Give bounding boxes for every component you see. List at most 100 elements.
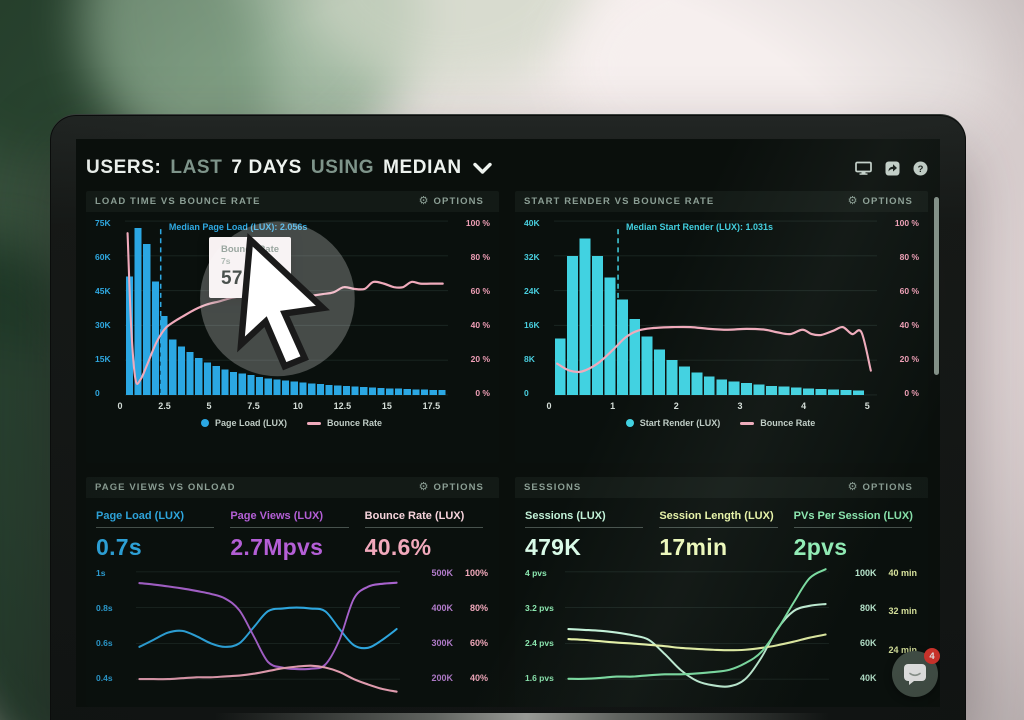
metric: PVs Per Session (LUX) 2pvs bbox=[793, 510, 913, 561]
y-axis-left: 4 pvs 3.2 pvs 2.4 pvs 1.6 pvs bbox=[519, 567, 565, 707]
y-axis-right: 100 % 80 % 60 % 40 % 20 % 0 % bbox=[877, 217, 922, 399]
metrics-row: Sessions (LUX) 479K Session Length (LUX) 17… bbox=[519, 503, 922, 564]
x-axis-tick: 1 bbox=[610, 401, 616, 411]
x-axis-tick: 10 bbox=[292, 401, 303, 411]
options-button[interactable]: ⚙ OPTIONS bbox=[842, 481, 919, 494]
metric: Bounce Rate (LUX) 40.6% bbox=[364, 510, 483, 561]
help-icon[interactable]: ? bbox=[913, 161, 928, 176]
y-axis-label: 0 % bbox=[475, 388, 490, 398]
x-axis-tick: 5 bbox=[206, 401, 212, 411]
metric-value: 17min bbox=[659, 534, 728, 560]
svg-text:?: ? bbox=[918, 164, 924, 175]
legend-label: Bounce Rate bbox=[327, 418, 383, 428]
legend-item: Bounce Rate bbox=[740, 418, 815, 428]
start-render-chart: 40K 32K 24K 16K 8K 0 Median Start Render (LUX)… bbox=[515, 212, 928, 463]
bar bbox=[778, 386, 790, 395]
series-line bbox=[138, 606, 398, 650]
bar bbox=[604, 277, 616, 395]
bar bbox=[678, 366, 690, 395]
x-axis: 0 2.5 5 7.5 10 12.5 15 17.5 bbox=[117, 401, 451, 414]
metric-label: Session Length (LUX) bbox=[659, 510, 778, 528]
bar bbox=[177, 346, 186, 395]
chat-widget-button[interactable]: 4 bbox=[892, 648, 940, 697]
y-axis-label: 0 % bbox=[904, 388, 919, 398]
bar bbox=[160, 316, 168, 395]
panel-header: START RENDER VS BOUNCE RATE ⚙ OPTIONS bbox=[515, 191, 928, 212]
title-segment: LAST bbox=[170, 157, 223, 178]
bar bbox=[264, 378, 272, 395]
y-axis-label: 20 % bbox=[899, 354, 919, 364]
bar bbox=[299, 382, 307, 395]
bar bbox=[412, 389, 420, 395]
plot-area: Median Page Load (LUX): 2.056sBounce Rat… bbox=[125, 217, 448, 399]
dashboard-topbar: USERS: LAST 7 DAYS USING MEDIAN ? bbox=[86, 151, 928, 185]
bar bbox=[290, 381, 298, 395]
display-icon[interactable] bbox=[855, 161, 872, 175]
y-axis-label: 500K bbox=[431, 568, 453, 578]
bar bbox=[308, 383, 316, 395]
chart-area: 75K 60K 45K 30K 15K 0 Median Page Load (LUX): … bbox=[90, 217, 493, 399]
legend-label: Page Load (LUX) bbox=[214, 418, 287, 428]
y-axis-label: 40 % bbox=[899, 320, 919, 330]
bar bbox=[342, 386, 350, 395]
x-axis-tick: 3 bbox=[737, 401, 743, 411]
x-axis-tick: 0 bbox=[546, 401, 552, 411]
share-icon[interactable] bbox=[885, 161, 900, 176]
bar bbox=[247, 375, 255, 395]
bounce-rate-line bbox=[556, 325, 872, 374]
bar bbox=[790, 387, 802, 395]
y-axis-label: 80K bbox=[859, 603, 877, 613]
options-button[interactable]: ⚙ OPTIONS bbox=[413, 481, 490, 494]
bar bbox=[334, 385, 342, 395]
y-axis-label: 0 bbox=[95, 388, 100, 398]
bar bbox=[852, 390, 864, 395]
bar bbox=[316, 384, 324, 395]
y-axis-label: 75K bbox=[95, 218, 111, 228]
bar bbox=[579, 238, 591, 395]
scrollbar-thumb[interactable] bbox=[934, 197, 939, 375]
panel-start-render-vs-bounce-rate: START RENDER VS BOUNCE RATE ⚙ OPTIONS 40… bbox=[515, 191, 928, 463]
y-axis-label: 32K bbox=[524, 252, 540, 262]
x-axis-tick: 15 bbox=[381, 401, 392, 411]
legend-dot-marker bbox=[625, 419, 634, 427]
metrics-row: Page Load (LUX) 0.7s Page Views (LUX) 2.7Mp… bbox=[90, 503, 493, 564]
options-button[interactable]: ⚙ OPTIONS bbox=[413, 195, 490, 208]
metric-value: 2pvs bbox=[793, 534, 848, 560]
options-button[interactable]: ⚙ OPTIONS bbox=[842, 195, 919, 208]
y-axis-right-column: 100% 80% 60% 40% bbox=[465, 567, 488, 707]
y-axis-right: 500K 400K 300K 200K 100% 80% 60% 40% bbox=[400, 567, 493, 707]
y-axis-label: 40K bbox=[859, 673, 877, 683]
bar bbox=[616, 299, 628, 395]
y-axis-label: 16K bbox=[524, 320, 540, 330]
series-line bbox=[567, 568, 827, 680]
metric-label: Page Load (LUX) bbox=[96, 510, 215, 528]
bar bbox=[691, 372, 703, 395]
y-axis-label: 15K bbox=[95, 354, 111, 364]
bar bbox=[368, 387, 377, 395]
bar bbox=[151, 281, 159, 395]
bar bbox=[229, 371, 238, 395]
laptop-hinge bbox=[50, 713, 966, 720]
page-title[interactable]: USERS: LAST 7 DAYS USING MEDIAN bbox=[86, 157, 492, 179]
gear-icon: ⚙ bbox=[418, 195, 429, 207]
y-axis-label: 200K bbox=[431, 673, 453, 683]
y-axis-label: 60% bbox=[469, 638, 488, 648]
legend-item: Start Render (LUX) bbox=[625, 418, 720, 428]
panel-header: SESSIONS ⚙ OPTIONS bbox=[515, 477, 928, 498]
y-axis-label: 100% bbox=[464, 568, 488, 578]
bar bbox=[629, 318, 641, 395]
x-axis-tick: 2.5 bbox=[158, 401, 171, 411]
bar bbox=[403, 389, 411, 395]
y-axis-label: 40 min bbox=[888, 568, 917, 578]
x-axis: 0 1 2 3 4 5 bbox=[546, 401, 880, 414]
chevron-down-icon[interactable] bbox=[472, 162, 492, 175]
bar bbox=[169, 339, 177, 395]
series-line bbox=[138, 581, 398, 671]
metric: Session Length (LUX) 17min bbox=[659, 510, 778, 561]
median-label: Median Page Load (LUX): 2.056s bbox=[168, 222, 308, 232]
legend-dot-marker bbox=[200, 419, 209, 427]
bar bbox=[386, 388, 394, 395]
bar bbox=[273, 379, 281, 395]
sessions-chart: Sessions (LUX) 479K Session Length (LUX) 17… bbox=[515, 498, 928, 707]
panel-title: PAGE VIEWS VS ONLOAD bbox=[95, 482, 236, 493]
